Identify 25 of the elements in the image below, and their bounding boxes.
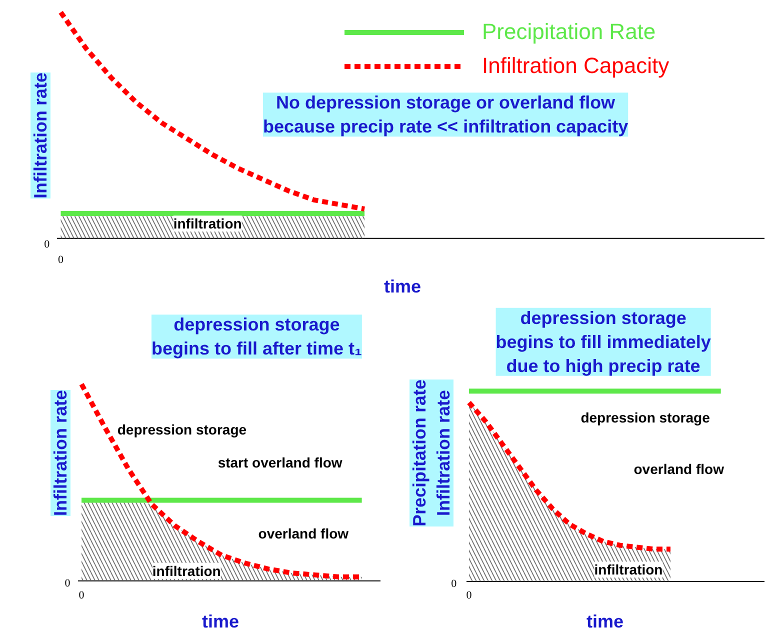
x-axis-title: time [586,612,624,632]
annotation: No depression storage or overland flow because precip rate << infiltration capacity [262,92,628,137]
x-axis-title: time [202,612,240,632]
text: 0 [58,254,64,266]
text: Infiltration Capacity [482,53,670,79]
y-axis-title: Precipitation rate Infiltration rate [410,379,454,527]
annotation: infiltration [173,216,242,232]
text: 0 [78,590,85,602]
text: 0 [466,590,472,602]
text: Precipitation Rate [482,19,656,45]
text: depression storage begins to fill after time t₁ [151,314,362,359]
text: depression storage begins to fill immediately due to high precip rate [496,308,711,376]
annotation: infiltration [152,562,221,579]
annotation: overland flow [634,460,724,477]
text: 0 [44,238,50,250]
text: 0 [451,578,458,590]
annotation: depression storage [580,409,710,426]
annotation: depression storage [117,421,247,438]
y-axis-title: Infiltration rate [30,72,50,199]
text: 0 [64,578,71,590]
x-axis-title: time [384,276,422,296]
annotation: infiltration [594,562,663,578]
y-axis-title: Infiltration rate [50,390,70,516]
annotation: overland flow [258,526,349,542]
annotation: start overland flow [218,454,342,471]
